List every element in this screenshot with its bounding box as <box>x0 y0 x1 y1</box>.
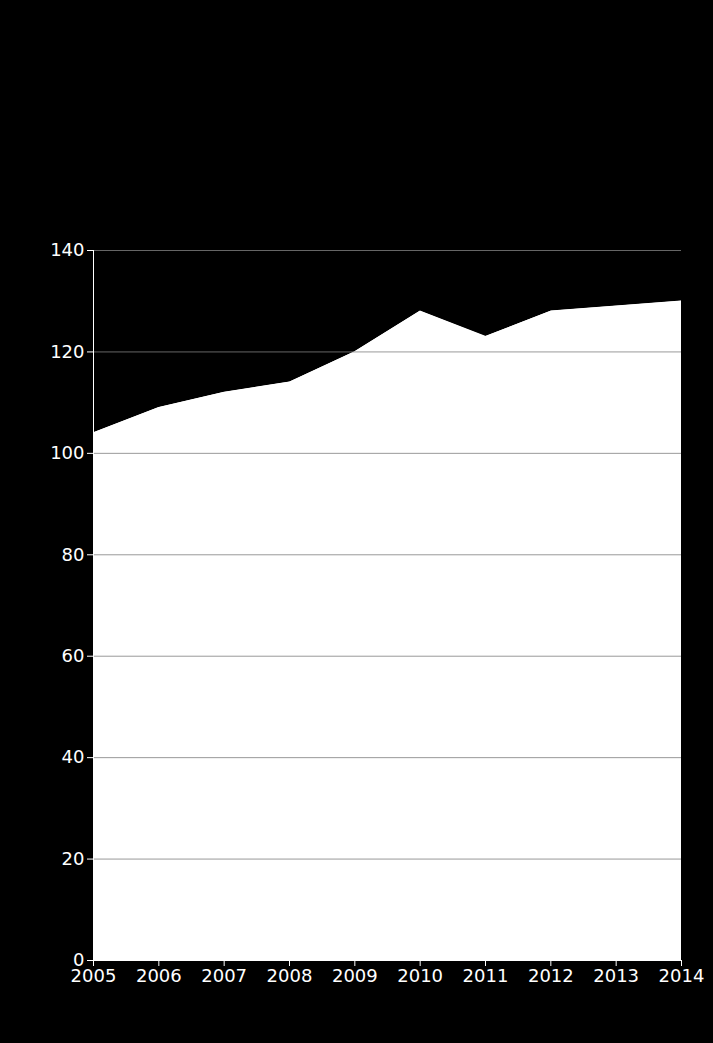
svg-text:2012: 2012 <box>528 965 574 986</box>
svg-text:40: 40 <box>62 746 85 767</box>
svg-text:2008: 2008 <box>267 965 313 986</box>
svg-text:20: 20 <box>62 848 85 869</box>
svg-text:2005: 2005 <box>71 965 117 986</box>
svg-text:2007: 2007 <box>201 965 247 986</box>
svg-text:140: 140 <box>50 239 84 260</box>
svg-text:80: 80 <box>62 544 85 565</box>
svg-text:2006: 2006 <box>136 965 182 986</box>
svg-text:120: 120 <box>50 341 84 362</box>
svg-text:2011: 2011 <box>463 965 509 986</box>
svg-text:0: 0 <box>73 949 85 971</box>
svg-text:2009: 2009 <box>332 965 378 986</box>
svg-text:60: 60 <box>62 645 85 666</box>
svg-text:2010: 2010 <box>397 965 443 986</box>
svg-text:2014: 2014 <box>659 965 705 986</box>
svg-text:2013: 2013 <box>593 965 639 986</box>
svg-text:100: 100 <box>50 442 84 463</box>
